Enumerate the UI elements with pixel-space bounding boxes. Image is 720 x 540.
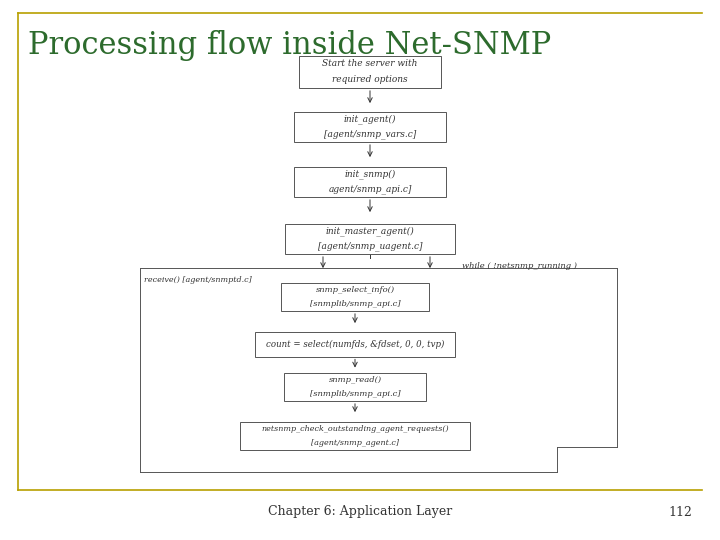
Text: [agent/snmp_agent.c]: [agent/snmp_agent.c] (311, 439, 399, 447)
FancyBboxPatch shape (294, 112, 446, 142)
Text: init_snmp(): init_snmp() (344, 170, 395, 179)
Text: receive() [agent/snmptd.c]: receive() [agent/snmptd.c] (144, 276, 252, 284)
FancyBboxPatch shape (240, 422, 470, 450)
Text: Start the server with: Start the server with (323, 59, 418, 69)
Text: [agent/snmp_vars.c]: [agent/snmp_vars.c] (324, 130, 416, 139)
Text: snmp_select_info(): snmp_select_info() (315, 286, 395, 294)
FancyBboxPatch shape (285, 224, 455, 254)
Text: [snmplib/snmp_api.c]: [snmplib/snmp_api.c] (310, 390, 400, 398)
Text: [snmplib/snmp_api.c]: [snmplib/snmp_api.c] (310, 300, 400, 308)
Text: [agent/snmp_uagent.c]: [agent/snmp_uagent.c] (318, 242, 422, 251)
Text: required options: required options (332, 76, 408, 84)
Text: Chapter 6: Application Layer: Chapter 6: Application Layer (268, 505, 452, 518)
FancyBboxPatch shape (294, 167, 446, 197)
Text: init_agent(): init_agent() (343, 114, 396, 124)
Text: while ( !netsnmp_running ): while ( !netsnmp_running ) (462, 262, 577, 270)
FancyBboxPatch shape (255, 332, 455, 356)
FancyBboxPatch shape (281, 283, 429, 311)
Text: 112: 112 (668, 505, 692, 518)
Text: netsnmp_check_outstanding_agent_requests(): netsnmp_check_outstanding_agent_requests… (261, 425, 449, 433)
Text: snmp_read(): snmp_read() (328, 376, 382, 384)
Text: Processing flow inside Net-SNMP: Processing flow inside Net-SNMP (28, 30, 552, 61)
FancyBboxPatch shape (299, 56, 441, 88)
FancyBboxPatch shape (284, 373, 426, 401)
Text: count = select(numfds, &fdset, 0, 0, tvp): count = select(numfds, &fdset, 0, 0, tvp… (266, 340, 444, 348)
Text: init_master_agent(): init_master_agent() (325, 227, 415, 237)
Text: agent/snmp_api.c]: agent/snmp_api.c] (328, 185, 412, 194)
